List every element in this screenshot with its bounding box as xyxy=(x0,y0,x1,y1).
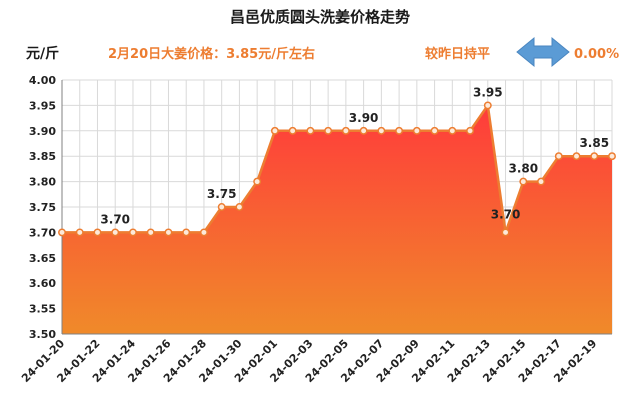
data-point xyxy=(306,126,315,135)
axes xyxy=(61,80,612,335)
unit-label: 元/斤 xyxy=(26,45,59,62)
data-point xyxy=(501,228,510,237)
data-point xyxy=(235,203,244,211)
data-point xyxy=(377,126,386,135)
chart-title: 昌邑优质圆头洗姜价格走势 xyxy=(230,8,410,26)
y-tick-label: 4.00 xyxy=(29,74,56,87)
y-tick-label: 3.55 xyxy=(29,303,56,316)
data-point xyxy=(466,126,475,135)
data-point xyxy=(93,228,102,237)
data-point xyxy=(129,228,137,237)
data-point xyxy=(58,228,66,237)
data-label: 3.70 xyxy=(491,207,521,221)
y-tick-label: 3.85 xyxy=(29,150,56,163)
y-tick-label: 3.75 xyxy=(29,201,56,214)
data-point xyxy=(270,126,279,135)
y-tick-label: 3.65 xyxy=(29,252,56,265)
data-point xyxy=(608,152,616,161)
data-point xyxy=(590,152,599,161)
area-series xyxy=(62,104,612,335)
data-point xyxy=(430,126,439,135)
y-tick-label: 3.80 xyxy=(29,176,56,189)
data-point xyxy=(75,228,84,237)
compare-label: 较昨日持平 xyxy=(425,46,490,62)
y-tick-label: 3.95 xyxy=(29,99,56,112)
data-point xyxy=(324,126,333,135)
data-point xyxy=(146,228,155,237)
data-point xyxy=(537,177,545,186)
x-axis-ticks: 24-01-2024-01-2224-01-2424-01-2624-01-28… xyxy=(19,337,599,385)
data-label: 3.85 xyxy=(579,136,609,150)
data-point xyxy=(253,177,262,186)
data-point xyxy=(111,228,120,237)
data-labels: 3.70 3.75 3.90 3.95 3.70 3.80 3.85 xyxy=(100,85,609,226)
data-point xyxy=(288,126,297,135)
data-point xyxy=(217,203,226,211)
y-tick-label: 3.70 xyxy=(29,226,56,239)
y-tick-label: 3.90 xyxy=(29,125,56,138)
area-fill xyxy=(62,105,612,335)
y-tick-label: 3.50 xyxy=(29,328,56,341)
data-point xyxy=(572,152,581,161)
data-point xyxy=(359,126,368,135)
data-point xyxy=(448,126,457,135)
data-point xyxy=(554,152,563,161)
y-axis-ticks: 3.50 3.55 3.60 3.65 3.70 3.75 3.80 3.85 3.90 3.95… xyxy=(29,74,56,341)
data-point xyxy=(395,126,404,135)
data-point xyxy=(483,101,492,110)
data-label: 3.90 xyxy=(349,111,379,125)
compare-value: 0.00% xyxy=(574,47,619,62)
data-label: 3.80 xyxy=(508,162,538,176)
data-point xyxy=(199,228,208,237)
data-point xyxy=(164,228,173,237)
price-note: 2月20日大姜价格：3.85元/斤左右 xyxy=(108,46,315,62)
data-point xyxy=(412,126,421,135)
data-point xyxy=(182,228,191,237)
data-point xyxy=(341,126,350,135)
y-tick-label: 3.60 xyxy=(29,277,56,290)
data-point xyxy=(519,177,528,186)
data-label: 3.70 xyxy=(100,212,130,226)
data-label: 3.75 xyxy=(207,187,237,201)
double-arrow-icon xyxy=(516,36,570,68)
data-label: 3.95 xyxy=(473,85,503,99)
data-markers xyxy=(58,101,616,237)
